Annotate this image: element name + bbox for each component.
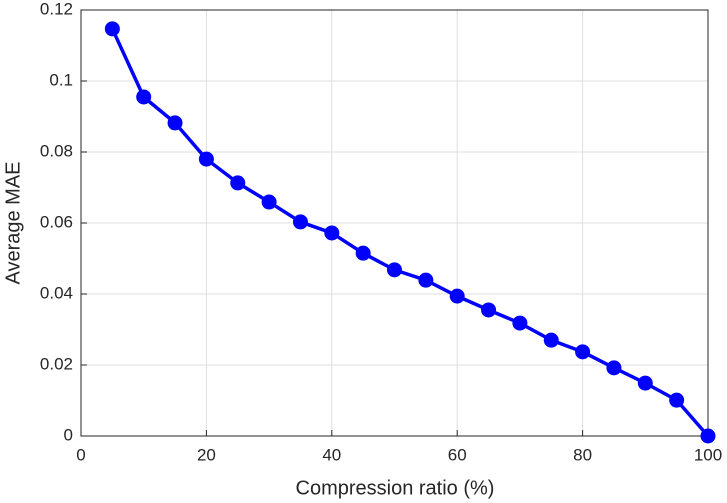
data-point: [261, 194, 277, 210]
data-point: [700, 428, 716, 444]
data-point: [387, 262, 402, 278]
x-tick-label: 60: [448, 445, 467, 464]
y-tick-label: 0.06: [40, 212, 73, 231]
data-point: [230, 175, 246, 191]
data-point: [418, 272, 434, 288]
data-point: [324, 225, 340, 241]
y-tick-label: 0: [64, 425, 73, 444]
data-point: [637, 375, 653, 391]
data-point: [669, 392, 685, 408]
y-axis-label: Average MAE: [2, 161, 24, 284]
data-point: [292, 214, 308, 230]
y-tick-label: 0.1: [49, 70, 73, 89]
x-tick-label: 80: [573, 445, 592, 464]
data-point: [355, 245, 371, 261]
x-axis-label: Compression ratio (%): [296, 477, 495, 499]
data-point: [198, 151, 214, 167]
data-point: [481, 302, 497, 318]
data-point: [136, 89, 152, 105]
x-tick-label: 0: [76, 445, 85, 464]
data-point: [449, 288, 465, 304]
y-tick-label: 0.02: [40, 354, 73, 373]
plot-frame: [80, 9, 709, 437]
data-point: [606, 360, 622, 376]
y-tick-label: 0.12: [40, 0, 73, 18]
data-point: [512, 315, 528, 331]
x-tick-label: 20: [197, 445, 216, 464]
y-tick-label: 0.08: [40, 141, 73, 160]
data-point: [543, 332, 559, 348]
data-point: [104, 21, 120, 37]
data-point: [167, 115, 183, 131]
x-tick-label: 100: [694, 445, 722, 464]
y-tick-label: 0.04: [40, 283, 73, 302]
x-tick-label: 40: [322, 445, 341, 464]
data-point: [575, 344, 591, 360]
